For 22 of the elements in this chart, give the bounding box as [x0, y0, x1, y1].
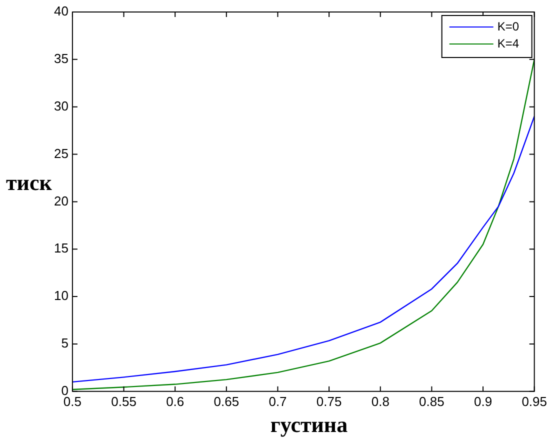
- y-tick-label: 30: [54, 98, 68, 114]
- x-tick-label: 0.6: [166, 394, 184, 409]
- y-tick-label: 40: [54, 4, 68, 19]
- legend-label: K=0: [497, 19, 520, 34]
- x-tick-label: 0.9: [474, 394, 492, 409]
- legend-label: K=4: [497, 36, 520, 50]
- y-tick-label: 35: [54, 51, 68, 66]
- y-tick-label: 20: [54, 193, 68, 208]
- y-tick-label: 0: [61, 382, 68, 398]
- x-tick-label: 0.95: [522, 394, 548, 409]
- y-tick-label: 5: [61, 336, 68, 351]
- y-tick-label: 15: [54, 240, 68, 256]
- x-tick-label: 0.65: [214, 394, 240, 409]
- y-axis-title: тиск: [6, 170, 52, 196]
- y-tick-label: 10: [54, 288, 68, 304]
- x-tick-label: 0.55: [111, 394, 136, 409]
- y-tick-label: 25: [54, 146, 68, 161]
- x-axis-title: густина: [269, 412, 349, 438]
- x-tick-label: 0.8: [371, 394, 390, 409]
- x-tick-label: 0.85: [419, 394, 444, 409]
- x-tick-label: 0.75: [316, 394, 342, 409]
- x-tick-label: 0.7: [268, 394, 287, 409]
